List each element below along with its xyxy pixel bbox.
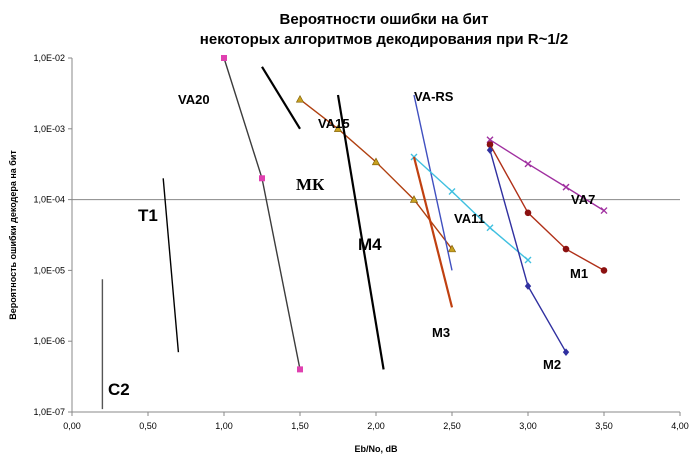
x-tick-group: 0,00 0,50 1,00 1,50 2,00 2,50 3,00 3,50 4,00 xyxy=(63,412,689,431)
series-m3 xyxy=(412,156,454,308)
y-tick-label: 1,0E-02 xyxy=(33,53,65,63)
data-point xyxy=(371,157,381,166)
series-line xyxy=(489,144,605,272)
data-point xyxy=(333,124,343,132)
data-point xyxy=(486,141,494,148)
data-point xyxy=(524,282,532,290)
series-va-rs xyxy=(413,94,453,271)
label-c2: C2 xyxy=(108,380,130,399)
label-m4: M4 xyxy=(358,235,382,254)
data-point xyxy=(562,348,570,356)
data-point xyxy=(486,136,494,144)
data-point xyxy=(600,207,608,215)
series-va7 xyxy=(486,136,608,215)
x-tick-label: 0,00 xyxy=(63,421,81,431)
series-line xyxy=(223,57,301,370)
data-point xyxy=(297,366,303,373)
data-point xyxy=(259,175,265,182)
series-t1 xyxy=(162,178,180,353)
label-mk: МК xyxy=(296,175,325,194)
label-m3: M3 xyxy=(432,325,450,340)
series-group xyxy=(101,55,608,410)
y-tick-label: 1,0E-03 xyxy=(33,124,65,134)
series-мк xyxy=(261,66,301,130)
data-point xyxy=(562,245,570,253)
data-point xyxy=(600,267,608,274)
label-m2: M2 xyxy=(543,357,561,372)
data-point xyxy=(486,224,494,232)
x-tick-label: 1,50 xyxy=(291,421,309,431)
series-line xyxy=(413,94,453,271)
data-point xyxy=(409,195,419,203)
label-va15: VA15 xyxy=(318,116,350,131)
label-t1: T1 xyxy=(138,206,158,225)
series-line xyxy=(162,178,180,353)
data-point xyxy=(295,94,305,103)
data-point xyxy=(524,209,532,217)
series-va15 xyxy=(295,94,457,253)
series-line xyxy=(412,156,454,308)
y-axis-title: Вероятность ошибки декодера на бит xyxy=(8,150,18,320)
series-line xyxy=(336,94,385,370)
data-point xyxy=(221,55,227,61)
chart-title-line1: Вероятности ошибки на бит xyxy=(280,11,489,28)
x-tick-label: 3,50 xyxy=(595,421,613,431)
x-tick-label: 2,50 xyxy=(443,421,461,431)
y-tick-label: 1,0E-04 xyxy=(33,195,65,205)
y-tick-label: 1,0E-06 xyxy=(33,336,65,346)
x-axis-title: Eb/No, dB xyxy=(355,444,398,454)
label-va7: VA7 xyxy=(571,192,595,207)
series-line xyxy=(413,156,529,261)
label-va11: VA11 xyxy=(454,211,485,226)
y-tick-label: 1,0E-07 xyxy=(33,407,65,417)
series-va20 xyxy=(221,55,303,373)
chart-title-line2: некоторых алгоритмов декодирования при R… xyxy=(200,31,568,48)
data-point xyxy=(486,146,494,154)
y-tick-label: 1,0E-05 xyxy=(33,265,65,275)
label-m1: M1 xyxy=(570,266,588,281)
series-m1 xyxy=(486,141,608,274)
x-tick-label: 4,00 xyxy=(671,421,689,431)
x-tick-label: 1,00 xyxy=(215,421,233,431)
series-line xyxy=(489,139,605,212)
data-point xyxy=(562,183,570,191)
series-m4 xyxy=(336,94,385,370)
data-point xyxy=(447,244,457,253)
x-tick-label: 0,50 xyxy=(139,421,157,431)
data-point xyxy=(448,188,456,196)
x-tick-label: 3,00 xyxy=(519,421,537,431)
x-tick-label: 2,00 xyxy=(367,421,385,431)
data-point xyxy=(410,153,418,161)
label-va20: VA20 xyxy=(178,92,210,107)
series-line xyxy=(261,66,301,130)
label-va-rs: VA-RS xyxy=(414,89,454,104)
series-m2 xyxy=(486,146,570,356)
plot-area: 1,0E-02 1,0E-03 1,0E-04 1,0E-05 1,0E-06 1,0E-… xyxy=(33,53,688,431)
y-tick-group: 1,0E-02 1,0E-03 1,0E-04 1,0E-05 1,0E-06 1,0E-… xyxy=(33,53,72,417)
data-point xyxy=(524,160,532,168)
data-point xyxy=(524,256,532,264)
series-va11 xyxy=(410,153,532,264)
